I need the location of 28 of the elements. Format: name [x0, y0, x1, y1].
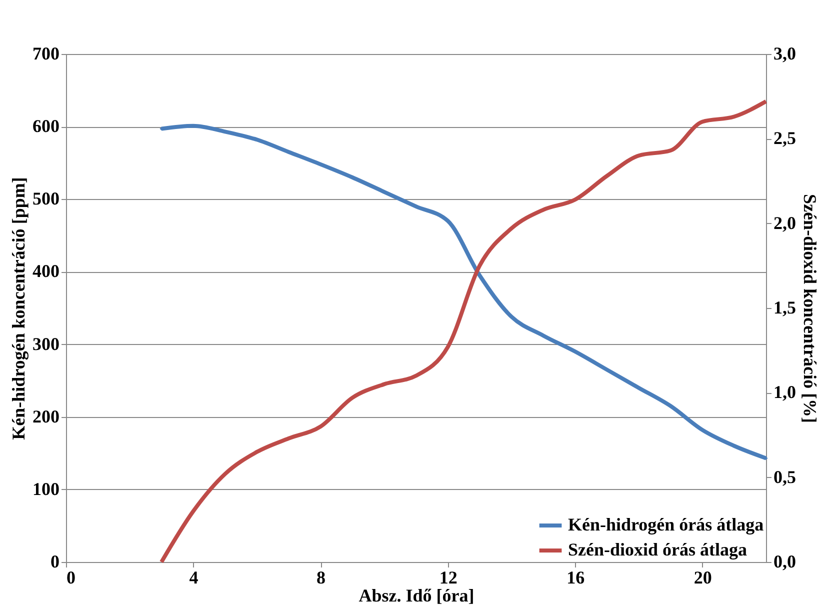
y-tick-label: 0 — [50, 552, 60, 572]
y2-tick-label: 0,5 — [774, 466, 796, 487]
y-tick-label: 200 — [32, 406, 60, 426]
y-tick-label: 400 — [32, 261, 60, 282]
y-tick-label: 600 — [32, 116, 60, 136]
y2-tick-label: 1,5 — [774, 298, 796, 318]
y-tick-label: 300 — [32, 334, 60, 354]
line-series — [159, 124, 768, 460]
legend-label: Szén-dioxid órás átlaga — [568, 540, 748, 560]
y-tick-label: 100 — [32, 478, 60, 499]
y2-tick-label: 3,0 — [774, 44, 796, 64]
x-tick-label: 4 — [189, 568, 198, 588]
y2-tick-label: 2,0 — [774, 212, 796, 233]
y2-axis-title: Szén-dioxid koncentráció [%] — [800, 194, 820, 423]
x-tick-label: 12 — [439, 568, 458, 588]
x-tick-label: 0 — [66, 568, 76, 588]
x-tick-label: 20 — [694, 568, 712, 588]
line-series — [159, 99, 768, 564]
y2-tick-label: 1,0 — [774, 382, 796, 402]
y2-tick-label: 0,0 — [774, 552, 796, 572]
x-tick-label: 8 — [316, 568, 326, 588]
legend-label: Kén-hidrogén órás átlaga — [568, 514, 764, 534]
x-tick-label: 16 — [566, 568, 585, 588]
y-tick-label: 700 — [32, 44, 60, 64]
y-tick-label: 500 — [32, 188, 60, 209]
y2-tick-label: 2,5 — [774, 128, 796, 148]
y-axis-title: Kén-hidrogén koncentráció [ppm] — [8, 177, 28, 440]
x-axis-title: Absz. Idő [óra] — [358, 586, 474, 606]
